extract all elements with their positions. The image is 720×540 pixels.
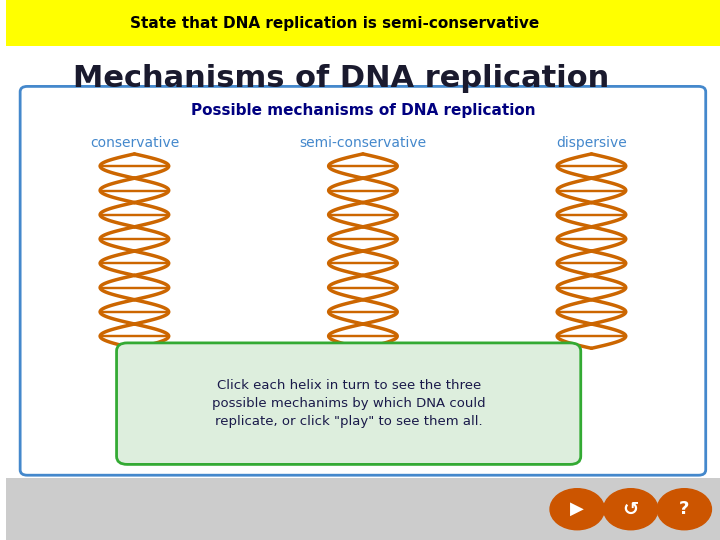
Circle shape <box>550 489 604 530</box>
Text: Mechanisms of DNA replication: Mechanisms of DNA replication <box>73 64 610 93</box>
Text: ?: ? <box>679 500 690 518</box>
FancyBboxPatch shape <box>20 86 706 475</box>
Text: ▶: ▶ <box>570 500 584 518</box>
Circle shape <box>657 489 711 530</box>
Text: State that DNA replication is semi-conservative: State that DNA replication is semi-conse… <box>130 16 539 31</box>
FancyBboxPatch shape <box>6 478 720 540</box>
Text: semi-conservative: semi-conservative <box>300 136 426 150</box>
Text: Click each helix in turn to see the three
possible mechanims by which DNA could
: Click each helix in turn to see the thre… <box>212 380 485 428</box>
Text: Possible mechanisms of DNA replication: Possible mechanisms of DNA replication <box>191 103 535 118</box>
FancyBboxPatch shape <box>6 0 720 46</box>
Text: conservative: conservative <box>90 136 179 150</box>
Text: dispersive: dispersive <box>556 136 627 150</box>
FancyBboxPatch shape <box>117 343 581 464</box>
Circle shape <box>603 489 658 530</box>
Text: ↺: ↺ <box>623 500 639 519</box>
